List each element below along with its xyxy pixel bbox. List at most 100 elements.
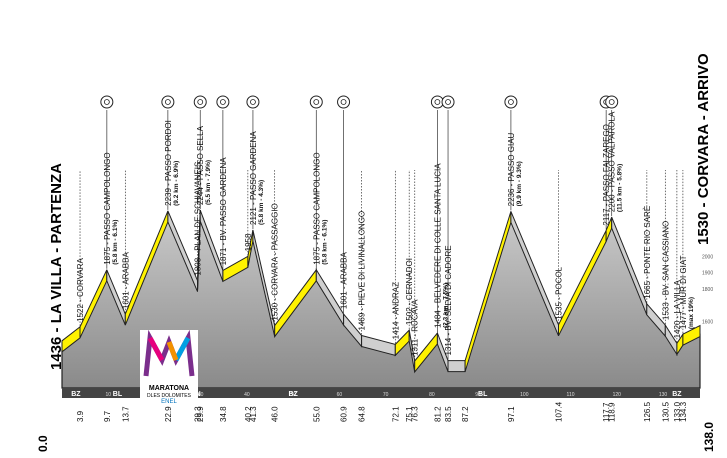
waypoint-label: 1522 - CORVARA (76, 258, 85, 322)
waypoint-sublabel: (9.2 km - 6.9%) (173, 161, 180, 206)
climb-icon (504, 95, 518, 109)
waypoint-label: 1871 - BV. PASSO GARDENA (219, 157, 228, 266)
waypoint-label: 1502 - CERNADOI (405, 258, 414, 325)
km-label: 46.0 (271, 406, 280, 422)
axis-band (62, 388, 700, 398)
waypoint-sublabel: (max 19%) (688, 297, 695, 329)
km-label: 41.3 (249, 406, 258, 422)
km-label: 60.9 (340, 406, 349, 422)
axis-tick: 110 (567, 392, 575, 398)
axis-tick: 120 (613, 392, 622, 398)
start-label: 1436 - LA VILLA - PARTENZA (48, 163, 65, 370)
climb-icons (100, 95, 619, 109)
axis-tick: 100 (520, 392, 529, 398)
waypoint-label: 1484 - BELVEDERE DI COLLE SANTA LUCIA (433, 163, 442, 328)
axis-tick: 80 (429, 392, 435, 398)
province-label: BZ (71, 391, 81, 398)
waypoint-label: 1535 - POCOL (555, 266, 564, 319)
km-label: 72.1 (391, 406, 400, 422)
climb-icon (605, 95, 619, 109)
waypoint-sublabel: (5.5 km - 7.9%) (205, 160, 212, 205)
waypoint-sublabel: (5.8 km - 6.1%) (112, 220, 119, 265)
axis-tick: 10 (105, 392, 111, 398)
climb-segment (682, 324, 701, 347)
climb-icon (161, 95, 175, 109)
km-label: 118.9 (608, 402, 617, 422)
waypoint-label: 2117 - PASSO FALZAREGO (602, 124, 611, 226)
km-label: 76.3 (411, 406, 420, 422)
km-label: 22.9 (164, 406, 173, 422)
logo-sponsor: ENEL (161, 399, 177, 405)
climb-icon (193, 95, 207, 109)
axis-tick: 50 (290, 392, 296, 398)
waypoint-label: 2236 - PASSO GIAU (507, 132, 516, 206)
climb-icon (246, 95, 260, 109)
km-label: 40.2 (244, 406, 253, 422)
waypoint-label: 1601 - ARABBA (121, 252, 130, 310)
km-label: 117.7 (602, 402, 611, 422)
climb-icon (309, 95, 323, 109)
elev-scale-label: 1800 (702, 287, 713, 293)
waypoint-sublabel: (5.8 km - 6.1%) (321, 220, 328, 265)
waypoint-label: 2244 - PASSO SELLA (196, 125, 205, 205)
waypoint-label: 1808 - PLAN DE SCHIAVANEIS (193, 162, 202, 276)
waypoint-sublabel: (11.5 km - 5.8%) (617, 164, 624, 212)
km-label: 134.3 (679, 401, 688, 422)
waypoint-sublabel: (9.9 km - 9.3%) (516, 161, 523, 206)
province-label: BL (478, 391, 488, 398)
waypoint-label: 1533 - BV. SAN CASSIANO (661, 221, 670, 320)
elev-scale-label: 1900 (702, 271, 713, 277)
logo-subtitle: DLES DOLOMITES (147, 393, 191, 399)
km-label: 34.8 (219, 406, 228, 422)
km-label: 13.7 (121, 406, 130, 422)
waypoint-label: 1530 - CORVARA - PASSAGGIO (271, 203, 280, 320)
waypoint-label: 2239 - PASSO PORDOI (164, 120, 173, 206)
km-label: 133.0 (673, 401, 682, 422)
waypoint-label: 2200 - PASSO VALPAROLA (608, 111, 617, 212)
km-label: 83.5 (444, 406, 453, 422)
waypoint-label: 1420 - LA VILLA (673, 279, 682, 338)
climb-icon (337, 95, 351, 109)
climb-icon (441, 95, 455, 109)
climb-icon (100, 95, 114, 109)
axis-tick: 130 (659, 392, 668, 398)
finish-km: 138.0 (702, 421, 716, 452)
km-label: 130.5 (661, 401, 670, 422)
km-label: 87.2 (461, 406, 470, 422)
waypoint-label: 1958 (244, 233, 253, 251)
waypoint-label: 1665 - PONTE RIO SARÈ (643, 206, 652, 299)
waypoint-label: 2121 - PASSO GARDENA (249, 131, 258, 225)
waypoint-label: 1469 - PIEVE DI LIVINALLONGO (358, 211, 367, 331)
climb-icon (216, 95, 230, 109)
km-label: 64.8 (358, 406, 367, 422)
waypoint-label: 1601 - ARABBA (340, 252, 349, 310)
waypoint-label: 1311 - RUCAVA (411, 299, 420, 356)
km-label: 126.5 (643, 401, 652, 422)
waypoint-sublabel: (5.8 km - 4.3%) (258, 180, 265, 225)
logo-m-icon (143, 329, 195, 377)
km-label: 75.1 (405, 406, 414, 422)
waypoint-label: 1414 - ANDRAZ (391, 282, 400, 339)
km-label: 97.1 (507, 406, 516, 422)
km-label: 81.2 (433, 406, 442, 422)
waypoint-label: 1875 - PASSO CAMPOLONGO (103, 152, 112, 264)
province-label: BZ (288, 391, 298, 398)
axis-tick: 40 (244, 392, 250, 398)
logo-title: MARATONA (148, 385, 190, 392)
finish-label: 1530 - CORVARA - ARRIVO (695, 53, 712, 245)
km-label: 29.9 (196, 406, 205, 422)
waypoint-label: 1477 - MUR DI GIAT (679, 255, 688, 329)
elev-scale-label: 2000 (702, 255, 713, 261)
axis-tick: 70 (383, 392, 389, 398)
elev-scale-label: 1600 (702, 319, 713, 325)
axis-tick: 60 (337, 392, 343, 398)
km-label: 107.4 (555, 401, 564, 422)
waypoint-label: 1314 - BV. SELVA DI CADORE (444, 245, 453, 355)
km-labels: 3.9 9.7 13.7 22.9 29.329.9 34.8 40.241.3 46.0 55… (76, 401, 688, 422)
start-km: 0.0 (36, 435, 50, 452)
waypoint-sublabel: (2.3 km - 7.5%) (442, 283, 449, 328)
km-label: 3.9 (76, 410, 85, 422)
maratona-logo: MARATONA DLES DOLOMITES ENEL (140, 329, 198, 405)
